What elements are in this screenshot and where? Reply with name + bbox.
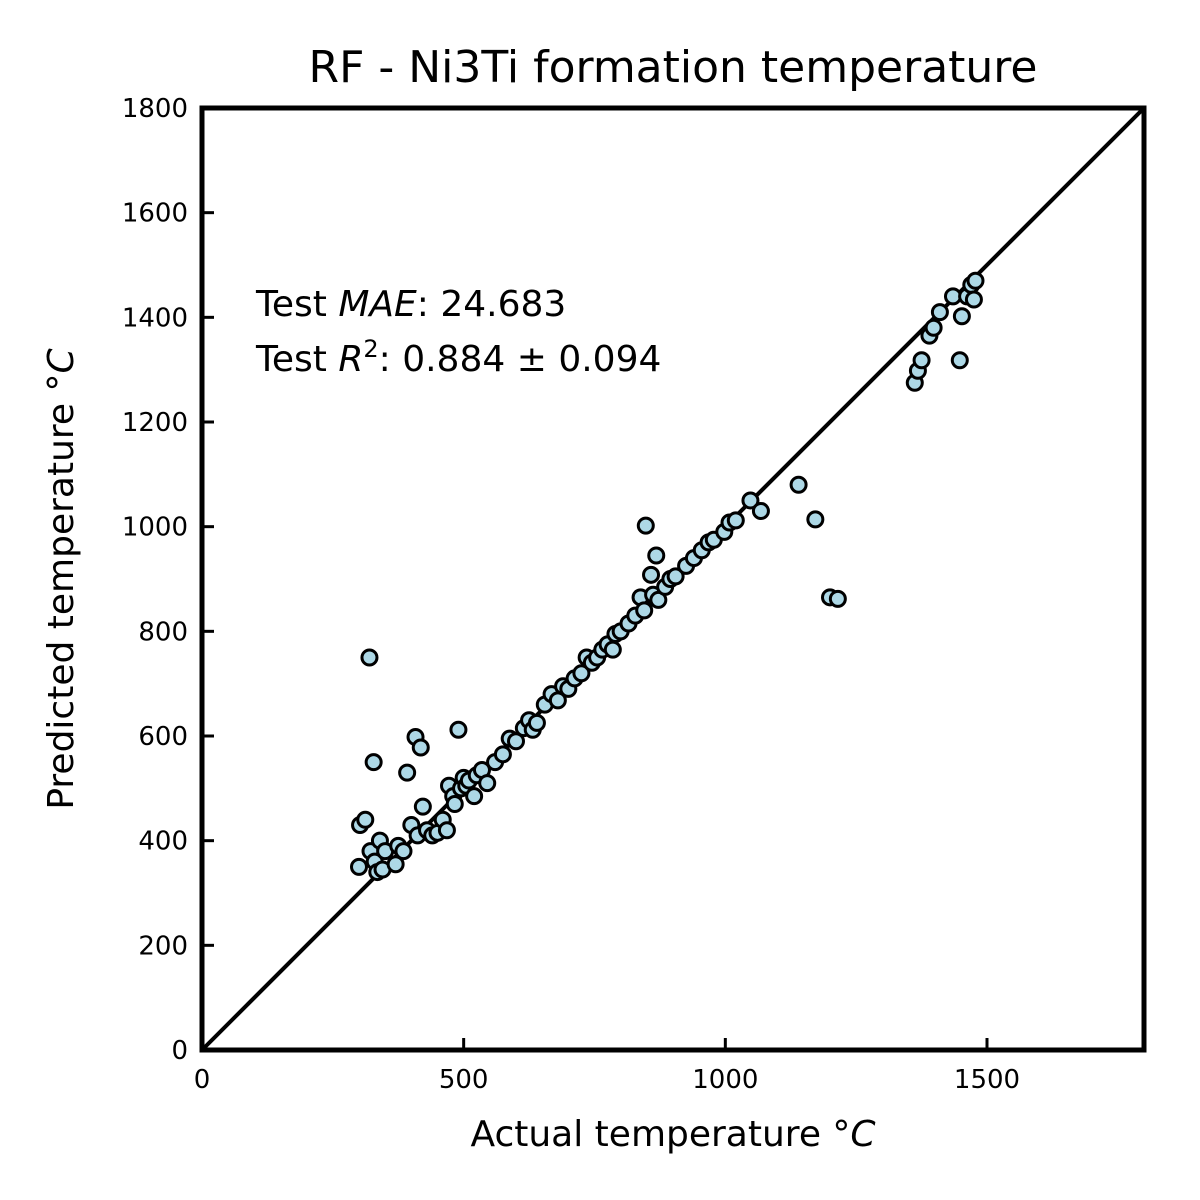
data-point — [350, 857, 368, 876]
data-point — [360, 648, 379, 667]
data-point — [930, 303, 949, 322]
data-point — [789, 475, 808, 494]
y-tick-label: 1600 — [122, 199, 188, 229]
data-point — [828, 589, 847, 608]
data-point — [527, 713, 546, 732]
data-point — [751, 501, 770, 520]
y-tick-label: 600 — [138, 722, 188, 752]
plot-area — [199, 105, 1147, 1053]
data-point — [445, 795, 464, 814]
mae-annotation: Test MAE: 24.683 — [255, 284, 566, 325]
y-tick-label: 1800 — [122, 94, 188, 124]
x-tick-label: 1500 — [954, 1065, 1020, 1095]
data-point — [411, 738, 430, 757]
data-point — [386, 855, 405, 874]
data-point — [394, 842, 413, 861]
data-point — [636, 516, 655, 535]
data-point — [398, 763, 417, 782]
data-point — [964, 290, 983, 309]
x-tick-label: 0 — [194, 1065, 211, 1095]
x-tick-label: 1000 — [692, 1065, 758, 1095]
plot-frame — [199, 105, 1147, 1053]
data-point — [912, 351, 931, 370]
chart-title: RF - Ni3Ti formation temperature — [309, 42, 1038, 93]
x-axis: 0 500 1000 1500 — [194, 1038, 1020, 1095]
data-point — [364, 753, 383, 772]
y-tick-label: 400 — [138, 827, 188, 857]
data-point — [950, 351, 969, 370]
data-point — [642, 565, 661, 584]
data-point — [806, 510, 825, 529]
data-point — [437, 821, 456, 840]
y-tick-label: 1000 — [122, 513, 188, 543]
data-point — [413, 797, 432, 816]
data-point — [924, 318, 943, 337]
data-point — [603, 640, 622, 659]
y-axis: 0 200 400 600 800 1000 1200 1400 1600 1800 — [122, 94, 214, 1066]
data-point — [952, 307, 971, 326]
data-point — [449, 720, 468, 739]
y-tick-label: 1400 — [122, 303, 188, 333]
data-point — [647, 546, 666, 565]
data-point — [493, 745, 512, 764]
data-point — [741, 491, 760, 510]
data-point — [356, 810, 375, 829]
y-tick-label: 200 — [138, 931, 188, 961]
data-point — [465, 787, 484, 806]
x-axis-label: Actual temperature °C — [470, 1114, 876, 1155]
y-tick-label: 0 — [171, 1036, 188, 1066]
metrics-annotation: Test MAE: 24.683 Test R2: 0.884 ± 0.094 — [255, 284, 661, 380]
data-point — [726, 511, 745, 530]
y-axis-label: Predicted temperature °C — [41, 347, 82, 809]
x-tick-label: 500 — [439, 1065, 489, 1095]
data-point — [507, 732, 525, 751]
r2-annotation: Test R2: 0.884 ± 0.094 — [255, 335, 661, 380]
y-tick-label: 800 — [138, 617, 188, 647]
data-point — [478, 774, 497, 793]
data-point — [966, 271, 985, 290]
y-tick-label: 1200 — [122, 408, 188, 438]
data-point — [572, 664, 591, 683]
data-point — [635, 601, 654, 620]
data-point — [666, 567, 685, 586]
